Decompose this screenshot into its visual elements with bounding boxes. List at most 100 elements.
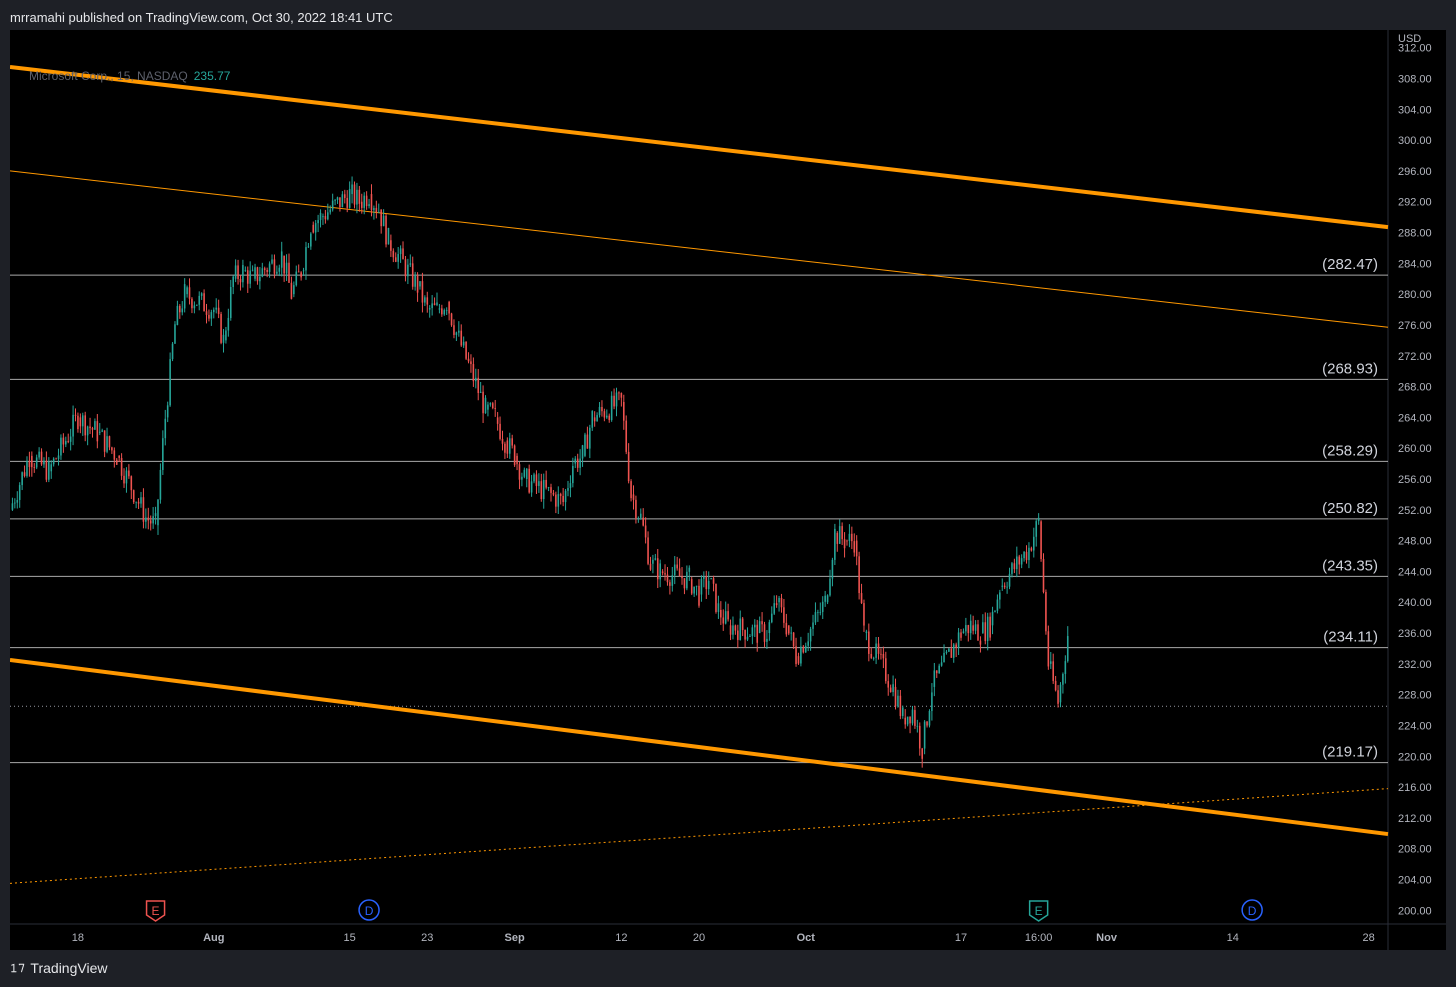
symbol-name: Microsoft Corp., 15, NASDAQ [29, 69, 188, 83]
candle-body [652, 559, 654, 564]
candle-body [373, 207, 375, 211]
candle-body [339, 197, 341, 208]
candle-body [683, 578, 686, 589]
y-tick-label: 208.00 [1398, 844, 1432, 856]
candle-body [200, 293, 203, 296]
candle-body [792, 632, 795, 647]
candle-body [766, 638, 768, 642]
candle-body [523, 469, 526, 477]
candle-body [21, 472, 23, 486]
candle-body [865, 631, 868, 634]
candle-body [557, 494, 560, 507]
candle-body [836, 532, 839, 544]
candle-body [707, 580, 710, 590]
candle-body [225, 330, 227, 341]
candle-body [853, 541, 856, 553]
candle-body [831, 559, 834, 579]
candle-body [593, 417, 596, 422]
x-tick-label: 14 [1227, 932, 1239, 944]
candle-body [589, 427, 591, 449]
candle-body [414, 275, 416, 287]
candle-body [1030, 548, 1033, 551]
candle-body [45, 460, 48, 480]
candle-body [193, 305, 196, 309]
candle-body [278, 267, 281, 272]
y-tick-label: 204.00 [1398, 874, 1432, 886]
candle-body [283, 255, 285, 274]
candle-body [467, 358, 470, 362]
tradingview-logo[interactable]: 𝟷𝟽 TradingView [10, 960, 107, 976]
candle-body [848, 533, 851, 541]
candle-body [666, 574, 669, 583]
chart-panel[interactable]: 200.00 204.00 208.00 212.00 216.00 220.00 224.… [10, 30, 1446, 950]
candle-body [620, 393, 623, 398]
tradingview-logo-icon: 𝟷𝟽 [10, 960, 26, 975]
candle-body [630, 481, 632, 499]
candle-body [1023, 551, 1025, 559]
candle-body [906, 716, 909, 725]
candle-body [491, 403, 494, 409]
candle-body [749, 636, 751, 637]
candle-body [935, 670, 938, 674]
candle-body [169, 359, 171, 406]
candle-body [501, 438, 504, 444]
candle-body [103, 430, 106, 452]
x-tick-label: Oct [797, 932, 816, 944]
candle-body [365, 195, 368, 207]
candle-body [940, 662, 943, 666]
candle-body [307, 246, 310, 248]
candle-body [904, 717, 907, 725]
candle-body [763, 624, 766, 642]
candle-body [608, 415, 611, 421]
candle-body [809, 628, 812, 642]
candle-body [550, 487, 552, 493]
candle-body [705, 576, 708, 590]
candle-body [892, 684, 894, 693]
candle-body [584, 434, 586, 456]
candle-body [271, 259, 273, 264]
candle-body [703, 576, 705, 579]
candle-body [538, 481, 540, 486]
candle-body [870, 653, 873, 658]
candle-body [911, 709, 914, 724]
candle-body [57, 455, 60, 460]
candle-body [234, 265, 237, 279]
candle-body [33, 467, 36, 468]
candle-body [375, 207, 378, 212]
candle-body [305, 247, 307, 271]
candle-body [317, 220, 319, 224]
y-tick-label: 264.00 [1398, 412, 1432, 424]
y-tick-label: 212.00 [1398, 813, 1432, 825]
symbol-legend[interactable]: Microsoft Corp., 15, NASDAQ 235.77 [29, 69, 230, 83]
candle-body [28, 461, 31, 467]
candle-body [868, 631, 870, 654]
candle-body [368, 204, 370, 207]
candle-body [16, 499, 19, 503]
candle-body [157, 499, 159, 526]
candle-body [268, 263, 271, 272]
candle-body [804, 645, 807, 653]
candle-body [669, 582, 671, 586]
candle-body [654, 558, 657, 560]
candle-body [540, 481, 543, 500]
y-tick-label: 288.00 [1398, 228, 1432, 240]
candle-body [11, 503, 14, 510]
candle-body [618, 392, 620, 394]
candle-body [64, 441, 67, 445]
candle-body [322, 216, 324, 218]
candle-body [251, 269, 254, 271]
y-tick-label: 220.00 [1398, 751, 1432, 763]
candle-body [290, 282, 293, 299]
candle-body [244, 270, 247, 272]
level-label: (282.47) [1322, 256, 1378, 273]
candle-body [559, 494, 562, 496]
price-chart[interactable]: 200.00 204.00 208.00 212.00 216.00 220.00 224.… [10, 30, 1446, 950]
candle-body [615, 392, 618, 407]
candle-body [613, 395, 615, 407]
candle-body [142, 497, 145, 522]
candle-body [74, 414, 77, 416]
candle-body [91, 428, 94, 430]
y-tick-label: 304.00 [1398, 104, 1432, 116]
candle-body [965, 625, 967, 632]
candle-body [390, 240, 392, 251]
